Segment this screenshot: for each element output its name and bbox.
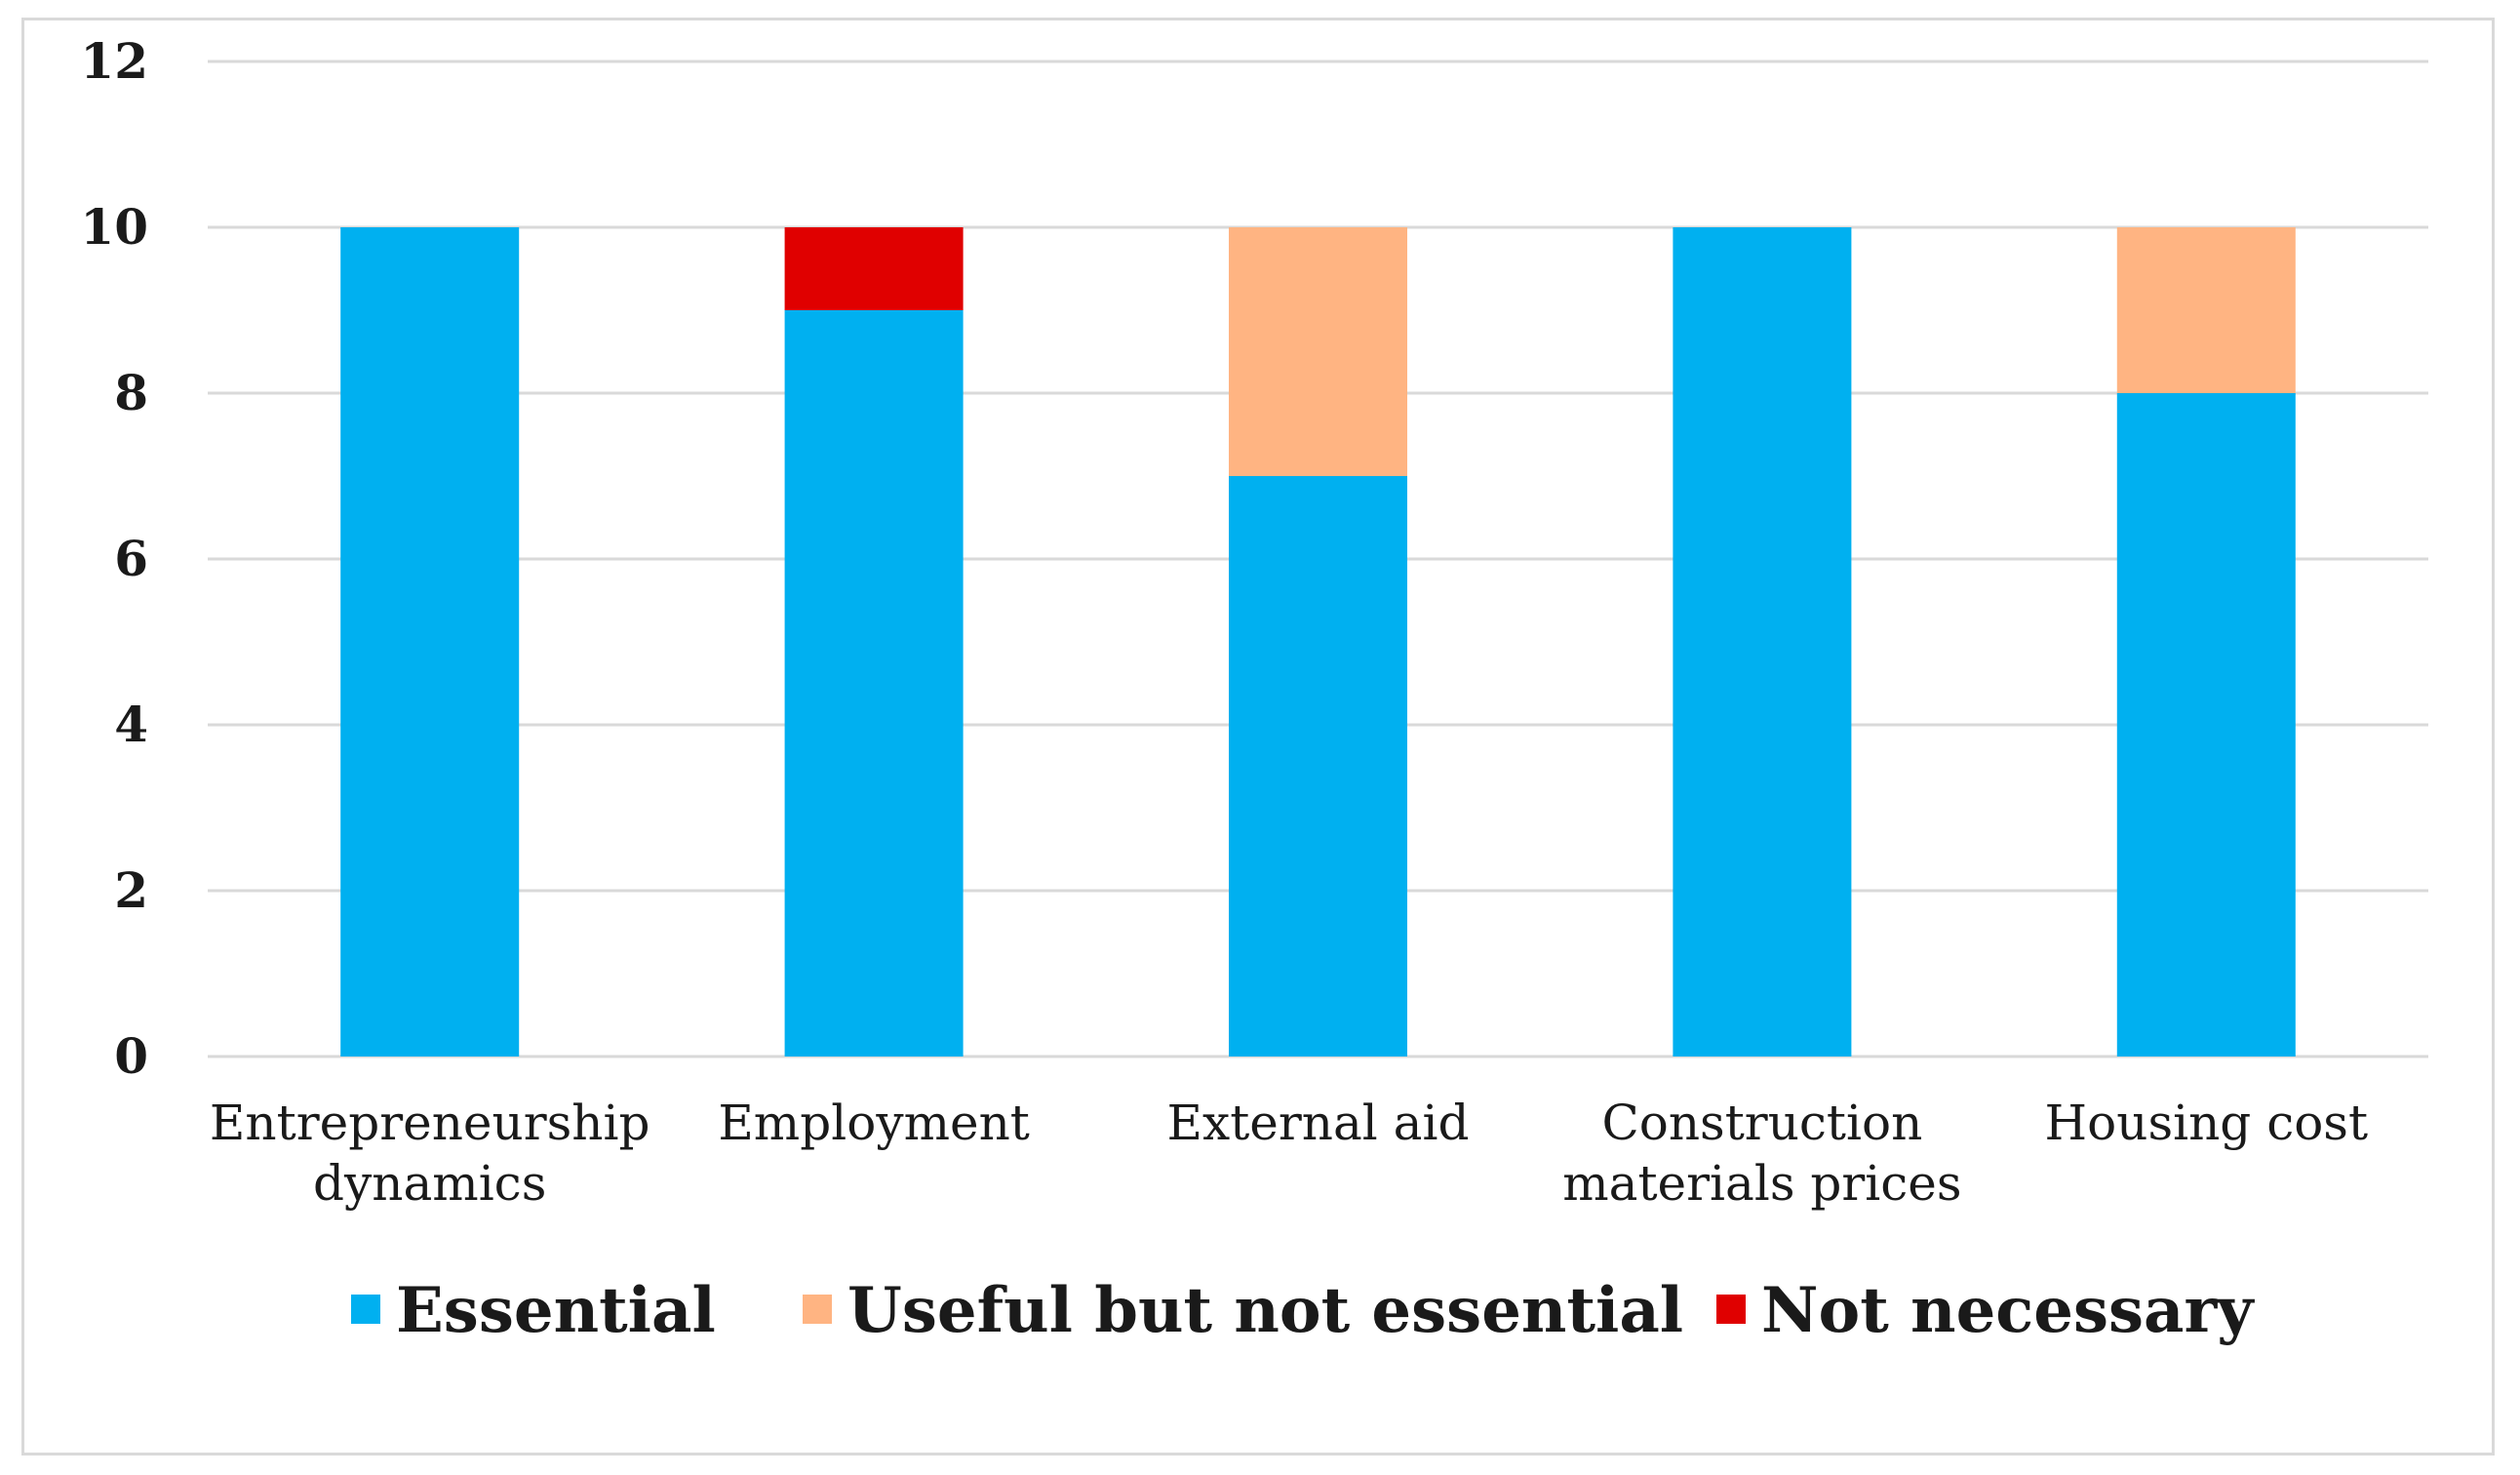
y-tick-label: 0 (114, 1027, 148, 1085)
legend-swatch (803, 1295, 832, 1324)
bar-segment-not-necessary (784, 227, 964, 310)
legend-label: Essential (396, 1274, 716, 1347)
x-category-label: materials prices (1562, 1155, 1961, 1212)
y-tick-label: 4 (114, 696, 148, 753)
y-tick-label: 2 (114, 861, 148, 919)
bars (340, 227, 2296, 1056)
y-tick-label: 8 (114, 364, 148, 421)
bar-segment-essential (340, 227, 520, 1056)
x-category-label: Entrepreneurship (210, 1095, 650, 1151)
bar-segment-useful-but-not-essential (1229, 227, 1407, 476)
x-category-label: dynamics (313, 1155, 546, 1212)
y-tick-label: 10 (80, 198, 148, 256)
x-category-label: Construction (1601, 1095, 1922, 1151)
x-category-label: External aid (1167, 1095, 1470, 1151)
bar-segment-essential (2116, 393, 2296, 1056)
legend: Essential Useful but not essential Not nec… (351, 1274, 2255, 1347)
legend-swatch (1716, 1295, 1746, 1324)
bar-segment-useful-but-not-essential (2116, 227, 2296, 393)
bar-segment-essential (1229, 476, 1407, 1056)
legend-swatch (351, 1295, 380, 1324)
y-tick-label: 6 (114, 530, 148, 587)
x-category-label: Housing cost (2045, 1095, 2369, 1151)
legend-label: Not necessary (1761, 1274, 2255, 1347)
bar-segment-essential (784, 310, 964, 1056)
y-tick-label: 12 (80, 32, 148, 90)
bar-segment-essential (1673, 227, 1852, 1056)
legend-label: Useful but not essential (847, 1274, 1683, 1347)
x-category-label: Employment (718, 1095, 1030, 1151)
y-axis-tick-labels: 0 2 4 6 8 10 12 (80, 32, 148, 1085)
